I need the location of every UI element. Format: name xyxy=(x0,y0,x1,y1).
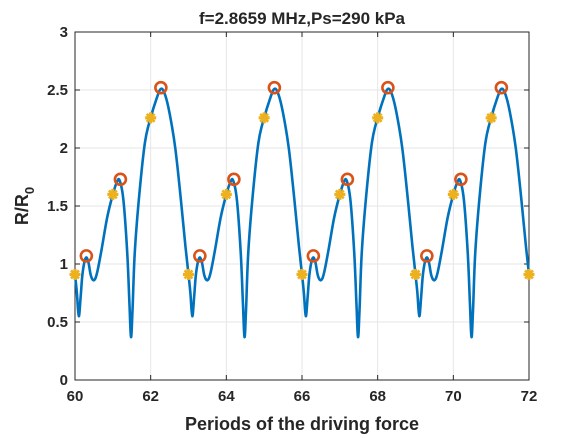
circle-marker xyxy=(154,80,168,95)
circle-marker xyxy=(113,172,128,187)
star-stroke xyxy=(183,269,194,280)
star-marker xyxy=(485,112,497,124)
star-stroke xyxy=(107,189,118,200)
y-tick-label: 1 xyxy=(60,256,68,273)
star-marker xyxy=(334,188,346,200)
star-marker xyxy=(447,188,459,200)
circle-marker xyxy=(420,249,434,263)
star-stroke xyxy=(486,112,497,123)
star-stroke xyxy=(524,269,534,280)
markers xyxy=(69,80,535,280)
y-tick-label: 1.5 xyxy=(47,198,68,215)
y-axis-label-subscript: 0 xyxy=(22,187,37,194)
tick-labels: 60 62 64 66 68 70 72 0 0.5 1 1.5 2 2.5 3 xyxy=(47,24,537,405)
star-stroke xyxy=(145,112,156,123)
circle-marker xyxy=(193,249,207,263)
star-marker xyxy=(372,112,384,124)
x-tick-label: 60 xyxy=(67,388,84,405)
star-marker xyxy=(183,268,194,280)
circle-marker xyxy=(79,249,94,263)
star-stroke xyxy=(410,269,421,280)
circle-marker xyxy=(454,172,468,187)
star-stroke xyxy=(70,269,80,280)
x-tick-label: 64 xyxy=(218,388,235,405)
x-tick-label: 62 xyxy=(142,388,159,405)
y-tick-label: 2 xyxy=(60,140,68,157)
y-axis-label: R/R0 xyxy=(12,187,37,225)
star-stroke xyxy=(297,269,307,280)
circle-marker xyxy=(494,80,509,95)
circle-marker xyxy=(381,80,395,95)
y-tick-label: 0 xyxy=(60,372,68,389)
star-marker xyxy=(107,188,119,200)
grid xyxy=(74,31,530,381)
circle-marker xyxy=(267,80,282,95)
axis-ticks xyxy=(74,31,530,381)
circle-marker xyxy=(306,249,321,263)
y-tick-label: 3 xyxy=(60,24,68,41)
circle-marker xyxy=(340,172,355,187)
y-axis-label-main: R/R xyxy=(12,194,32,225)
chart-title: f=2.8659 MHz,Ps=290 kPa xyxy=(199,9,406,28)
star-stroke xyxy=(372,112,383,123)
y-tick-label: 0.5 xyxy=(47,314,68,331)
star-marker xyxy=(145,112,157,124)
x-tick-label: 72 xyxy=(521,388,538,405)
star-marker xyxy=(220,188,232,200)
star-marker xyxy=(69,268,81,280)
x-tick-label: 70 xyxy=(445,388,462,405)
star-marker xyxy=(296,268,308,280)
x-tick-label: 68 xyxy=(369,388,386,405)
star-stroke xyxy=(448,189,459,200)
star-stroke xyxy=(221,189,232,200)
star-marker xyxy=(523,268,535,280)
x-tick-label: 66 xyxy=(294,388,311,405)
y-tick-label: 2.5 xyxy=(47,82,68,99)
circle-marker xyxy=(227,172,241,187)
star-marker xyxy=(410,268,421,280)
star-marker xyxy=(258,112,270,124)
x-axis-label: Periods of the driving force xyxy=(185,414,419,434)
star-stroke xyxy=(259,112,270,123)
star-stroke xyxy=(334,189,345,200)
